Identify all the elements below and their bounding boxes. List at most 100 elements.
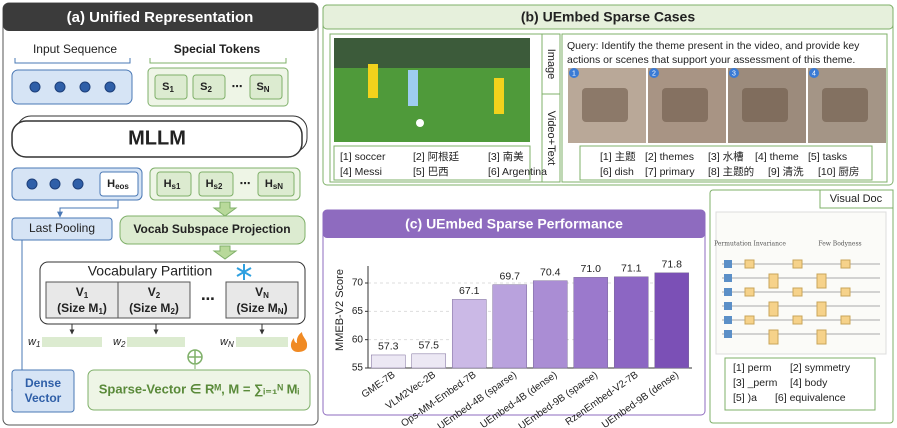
weight-label: w1 [28,336,40,349]
input-box [11,69,133,105]
label: Input Sequence [33,42,117,56]
panel-b: (b) UEmbed Sparse Cases Image Video+Text… [322,4,894,186]
doc-node [792,315,803,325]
term: [5] )a [733,392,757,404]
weight-label: w2 [113,336,126,349]
term: [2] themes [645,151,694,163]
token [198,171,234,197]
panel-a: (a) Unified Representation Input Sequenc… [2,2,319,426]
frame-number: 2 [652,70,656,77]
value-label: 71.1 [621,263,642,275]
term: [6] dish [600,166,634,178]
panel-header [322,4,894,30]
tab-label: Image [545,49,557,80]
doc-node [768,329,779,345]
doc-node [724,302,732,310]
token [249,74,283,100]
query: Query: Identify the theme present in the… [567,40,860,52]
partition-label: V2 [148,285,161,300]
y-tick-label: 55 [352,363,364,374]
term: [2] 阿根廷 [413,150,460,163]
arrow [212,201,238,217]
frame-number: 4 [812,70,816,77]
visual-doc: Visual Doc Permutation Invariance Few Bo… [709,189,894,424]
y-tick-label: 70 [352,278,364,289]
token-label: S1 [162,81,174,94]
term: [3] 水槽 [708,151,744,163]
tab [541,93,561,183]
doc-diagram [722,259,880,345]
bar [492,284,528,369]
token [192,74,226,100]
weight-bar [42,337,102,347]
bar [532,280,568,369]
doc-node [792,287,803,297]
pooling-box [11,217,113,241]
snowflake-icon [236,264,252,280]
doc-node [840,315,851,325]
arrow [57,200,119,218]
partition [117,281,191,319]
dense-label: Vector [25,391,62,405]
value-label: 70.4 [540,267,561,279]
projection-label: Vocab Subspace Projection [133,222,290,236]
term-box [724,357,876,411]
video-terms: [1] 主题 [2] themes [3] 水槽 [4] theme [5] tasks… [600,151,859,178]
video-frames: 1 2 3 4 [568,68,886,143]
partition-size: (Size M2) [129,301,179,316]
partition-size: (Size M1) [57,301,107,316]
term: [1] perm [733,362,772,374]
doc-node [768,301,779,317]
bracket [149,58,287,64]
panel-header [3,3,318,31]
frame-detail [742,88,788,122]
ellipsis: ⋯ [201,291,215,307]
hidden-dots [26,178,84,190]
bar [370,354,406,369]
panel-title: (a) Unified Representation [67,9,254,26]
arrow [212,245,238,260]
mllm-box [11,120,303,158]
token [154,74,188,100]
y-axis-label: MMEB-V2 Score [334,269,346,351]
doc-label: Permutation Invariance [714,241,786,248]
tab-label: Video+Text [545,111,557,166]
dense-box [11,369,75,413]
token-label: Hs2 [206,178,223,191]
doc-node [724,260,732,268]
term: [10] 厨房 [818,165,859,178]
term-box [579,145,873,181]
pooling-label: Last Pooling [29,221,95,235]
panel-c: (c) UEmbed Sparse Performance MMEB-V2 Sc… [322,209,706,428]
token-label: Heos [107,178,129,191]
doc-node [724,274,732,282]
doc-node [816,273,827,289]
doc-node [744,287,755,297]
token [257,171,295,197]
term: [5] tasks [808,151,847,163]
token-label: S2 [200,81,212,94]
token-label: HsN [265,178,283,191]
sum-icon [187,349,203,365]
bar [654,272,690,369]
token [99,171,139,197]
dense-label: Dense [25,376,61,390]
value-label: 71.0 [581,263,602,275]
doc-label: Few Bodyness [818,241,861,248]
partition-title: Vocabulary Partition [88,263,213,279]
tab [819,189,894,209]
token-label: Hs1 [164,178,181,191]
doc-node [744,259,755,269]
term: [6] Argentina [488,166,547,178]
frame-badge [569,68,579,78]
bar [411,353,447,369]
term-box [333,145,531,181]
term: [6] equivalence [775,392,846,404]
panel-header [323,210,705,238]
bracket [14,58,131,64]
doc-node [816,301,827,317]
fire-icon [290,332,308,352]
frame-detail [822,88,868,122]
bar [573,277,609,369]
panel-frame [2,2,319,426]
